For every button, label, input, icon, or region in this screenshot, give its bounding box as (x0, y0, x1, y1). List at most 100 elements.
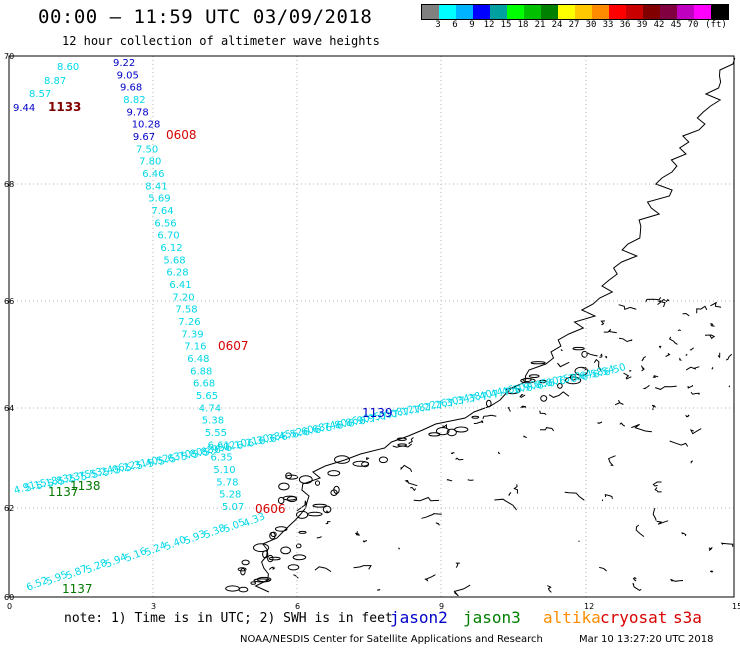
fjord-outline (696, 305, 708, 314)
fjord-outline (690, 460, 694, 464)
fjord-outline (508, 492, 512, 496)
fjord-outline (652, 481, 662, 487)
legend-tick-label: (ft) (705, 20, 727, 30)
wave-height-label: 4.74 (199, 403, 221, 414)
wave-height-label: 6.68 (193, 379, 215, 390)
island-outline (256, 576, 272, 583)
legend-swatch (456, 5, 473, 19)
fjord-outline (687, 385, 694, 389)
fjord-outline (685, 414, 690, 418)
fjord-outline (353, 565, 372, 570)
wave-height-label: 5.65 (196, 391, 218, 402)
fjord-outline (325, 510, 329, 513)
fjord-outline (435, 522, 440, 526)
wave-height-label: 6.41 (169, 280, 191, 291)
island-outline (268, 556, 281, 561)
legend-tick-label: 21 (534, 20, 546, 30)
pass-time-label: 0608 (166, 128, 197, 142)
fjord-outline (599, 566, 607, 572)
fjord-outline (679, 357, 682, 361)
island-outline (446, 428, 457, 437)
fjord-outline (658, 345, 662, 349)
fjord-outline (599, 353, 603, 358)
island-outline (253, 543, 270, 553)
fjord-outline (685, 353, 688, 357)
legend-swatch (439, 5, 456, 19)
fjord-outline (507, 406, 511, 412)
wave-height-label: 5.28 (219, 490, 241, 501)
satellite-legend-cryosat: cryosat (600, 608, 668, 627)
legend-swatch (660, 5, 677, 19)
fjord-outline (355, 531, 361, 536)
legend-tick-label: 70 (687, 20, 699, 30)
fjord-outline (513, 484, 519, 494)
wave-height-label: 8.41 (145, 181, 167, 192)
island-outline (285, 472, 293, 480)
fjord-outline (519, 393, 526, 399)
fjord-outline (593, 358, 602, 372)
wave-height-label: 5.68 (163, 255, 185, 266)
fjord-outline (539, 410, 547, 416)
wave-height-label: 6.28 (166, 268, 188, 279)
footnote: note: 1) Time is in UTC; 2) SWH is in fe… (64, 611, 393, 626)
color-scale-legend (421, 4, 729, 20)
fjord-outline (520, 405, 527, 409)
legend-swatch (626, 5, 643, 19)
island-outline (471, 415, 480, 419)
fjord-outline (473, 420, 484, 425)
wave-height-label: 7.20 (172, 292, 194, 303)
fjord-outline (632, 576, 637, 582)
legend-swatch (694, 5, 711, 19)
fjord-outline (725, 353, 733, 361)
pass-time-label: 1139 (362, 406, 393, 420)
fjord-outline (670, 578, 684, 582)
island-outline (334, 455, 350, 464)
pass-time-label: 1137 (62, 582, 93, 596)
pass-time-label: 1137 (48, 485, 79, 499)
fjord-outline (690, 391, 700, 395)
fjord-outline (316, 536, 322, 539)
wave-height-label: 7.58 (175, 305, 197, 316)
legend-swatch (490, 5, 507, 19)
wave-height-label: 6.56 (154, 218, 176, 229)
wave-height-label: 9.67 (133, 132, 155, 143)
wave-height-label: 5.07 (222, 502, 244, 513)
island-outline (277, 496, 285, 505)
lon-label: 6 (295, 602, 300, 611)
island-outline (572, 346, 585, 351)
fjord-outline (709, 570, 714, 573)
island-outline (262, 550, 269, 559)
fjord-outline (645, 297, 662, 303)
wave-height-label: 7.50 (136, 144, 158, 155)
wave-height-label: 5.38 (202, 416, 224, 427)
lon-label: 3 (151, 602, 156, 611)
fjord-outline (586, 352, 598, 357)
island-outline (528, 374, 540, 379)
fjord-outline (720, 542, 734, 547)
wave-height-label: 9.44 (13, 103, 35, 114)
color-scale-labels: 3 6 9 12 15 18 21 24 27 30 33 36 39 42 45 70 (ft) (421, 20, 740, 34)
island-outline (361, 461, 370, 468)
lon-label: 0 (7, 602, 12, 611)
island-outline (333, 485, 340, 494)
wave-height-label: 7.80 (139, 157, 161, 168)
island-outline (540, 395, 548, 402)
fjord-outline (404, 479, 418, 487)
fjord-outline (618, 304, 637, 310)
fjord-outline (604, 493, 613, 499)
fjord-outline (710, 302, 722, 308)
fjord-outline (618, 337, 633, 343)
fjord-outline (642, 384, 650, 390)
wave-height-label: 10.28 (132, 120, 161, 131)
fjord-outline (654, 487, 662, 493)
island-outline (314, 480, 321, 486)
wave-height-label: 6.46 (142, 169, 164, 180)
pass-time-label: 0606 (255, 502, 286, 516)
fjord-outline (635, 524, 645, 537)
fjord-outline (704, 334, 716, 340)
pass-time-label: 1133 (48, 100, 81, 114)
credit-line: NOAA/NESDIS Center for Satellite Applica… (240, 634, 543, 645)
fjord-outline (669, 440, 689, 447)
wave-height-label: 9.68 (120, 83, 142, 94)
